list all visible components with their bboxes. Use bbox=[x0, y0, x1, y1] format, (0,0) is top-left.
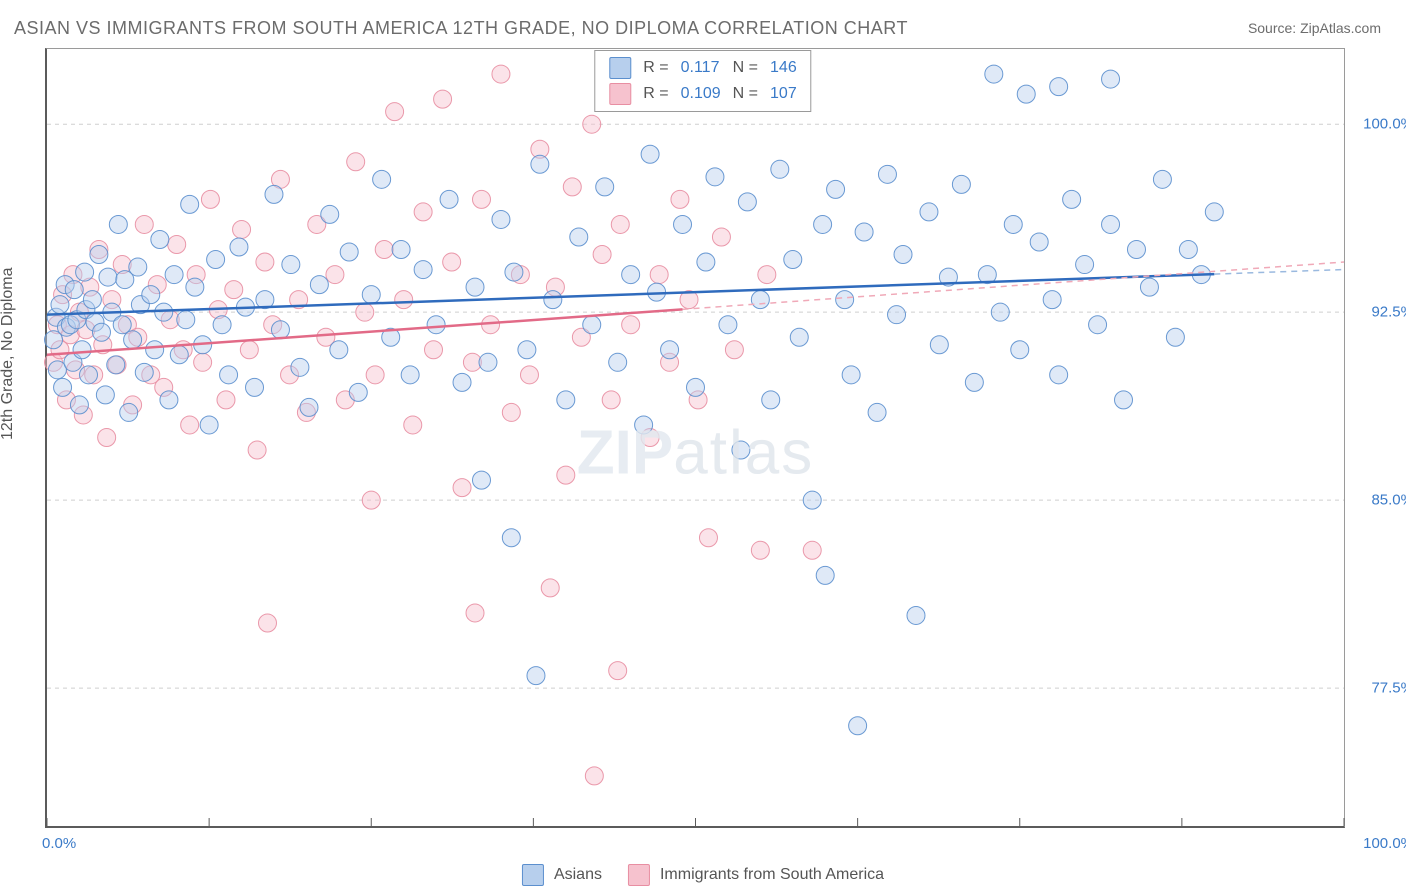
legend-swatch bbox=[609, 83, 631, 105]
n-label: N = bbox=[733, 85, 758, 102]
legend-item: Immigrants from South America bbox=[628, 864, 884, 886]
r-label: R = bbox=[643, 85, 668, 102]
y-tick-label: 100.0% bbox=[1354, 116, 1406, 133]
legend-swatch bbox=[628, 864, 650, 886]
y-tick-label: 92.5% bbox=[1354, 304, 1406, 321]
n-value: 146 bbox=[770, 59, 797, 76]
r-value: 0.117 bbox=[681, 59, 720, 76]
y-tick-label: 77.5% bbox=[1354, 680, 1406, 697]
r-value: 0.109 bbox=[681, 85, 721, 102]
plot-svg bbox=[47, 49, 1344, 826]
n-label: N = bbox=[733, 59, 758, 76]
n-value: 107 bbox=[770, 85, 797, 102]
legend-series: Asians Immigrants from South America bbox=[522, 864, 884, 886]
scatter-plot: ZIPatlas 77.5%85.0%92.5%100.0%0.0%100.0% bbox=[45, 48, 1345, 828]
legend-row: R = 0.117 N = 146 bbox=[603, 55, 802, 81]
chart-title: ASIAN VS IMMIGRANTS FROM SOUTH AMERICA 1… bbox=[14, 18, 908, 39]
y-axis-label: 12th Grade, No Diploma bbox=[0, 267, 17, 440]
legend-row: R = 0.109 N = 107 bbox=[603, 81, 802, 107]
legend-label: Immigrants from South America bbox=[660, 866, 884, 884]
legend-correlation: R = 0.117 N = 146 R = 0.109 N = 107 bbox=[594, 50, 811, 112]
legend-label: Asians bbox=[554, 866, 602, 884]
x-tick-label: 100.0% bbox=[1354, 835, 1406, 852]
legend-table: R = 0.117 N = 146 R = 0.109 N = 107 bbox=[603, 55, 802, 107]
source-attribution: Source: ZipAtlas.com bbox=[1248, 20, 1381, 36]
legend-swatch bbox=[522, 864, 544, 886]
legend-item: Asians bbox=[522, 864, 602, 886]
y-tick-label: 85.0% bbox=[1354, 492, 1406, 509]
x-tick-label: 0.0% bbox=[42, 835, 76, 852]
chart-header: ASIAN VS IMMIGRANTS FROM SOUTH AMERICA 1… bbox=[0, 0, 1406, 50]
legend-swatch bbox=[609, 57, 631, 79]
r-label: R = bbox=[643, 59, 668, 76]
